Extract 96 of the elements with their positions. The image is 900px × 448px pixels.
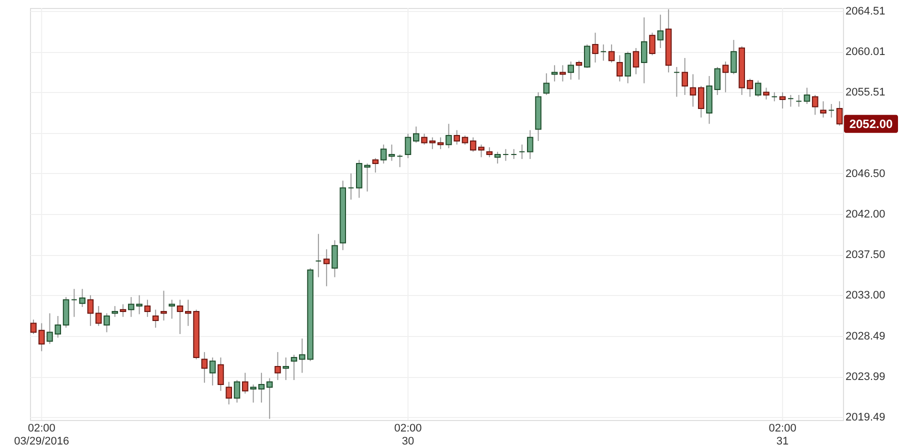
y-tick-label: 2042.00 [846, 208, 886, 221]
candlestick [38, 322, 45, 352]
candlestick [429, 136, 436, 150]
candlestick [804, 87, 810, 104]
candlestick [754, 80, 762, 98]
candlestick [421, 133, 428, 146]
candlestick [518, 144, 526, 160]
candlestick [510, 148, 517, 160]
candlestick [674, 66, 680, 98]
candlestick [788, 94, 794, 108]
candlestick [608, 44, 615, 63]
candlestick [543, 72, 550, 96]
candlestick [600, 44, 607, 62]
candlestick [820, 100, 826, 118]
candlestick [682, 57, 688, 96]
candlestick [836, 100, 843, 126]
candlestick [266, 378, 273, 420]
candlestick [486, 146, 493, 158]
candlestick [332, 240, 338, 278]
candlestick [396, 154, 404, 168]
candlestick [779, 92, 786, 109]
candlestick [258, 372, 265, 404]
y-tick-label: 2046.50 [846, 168, 886, 180]
candlestick [462, 135, 468, 146]
candlestick [632, 48, 640, 75]
candlestick [112, 306, 118, 318]
candlestick [242, 372, 248, 394]
candlestick [698, 85, 704, 118]
candlestick [388, 144, 395, 162]
candlestick [551, 64, 558, 82]
text: 2052.00 [849, 116, 894, 131]
candlestick [722, 61, 729, 93]
x-tick-label: 02:00 31 [768, 422, 796, 448]
candlestick [30, 319, 37, 335]
candlestick [526, 130, 534, 160]
candlestick [372, 158, 379, 174]
candlestick [624, 51, 631, 84]
candlestick [560, 64, 566, 82]
candlestick [616, 54, 623, 82]
x-tick-label: 02:00 30 [394, 422, 422, 448]
candlestick [380, 144, 387, 164]
candlestick [714, 66, 721, 96]
candlestick [828, 103, 835, 118]
candlestick [348, 172, 354, 200]
candlestick [446, 123, 452, 149]
y-tick-label: 2023.99 [846, 371, 886, 384]
y-tick-label: 2064.51 [846, 5, 886, 18]
candlestick [323, 248, 330, 287]
y-tick-label: 2019.49 [846, 412, 886, 424]
y-tick-label: 2055.51 [846, 86, 886, 99]
candlestick [437, 136, 444, 150]
candlestick [176, 299, 184, 335]
candlestick [771, 92, 778, 102]
candlestick [168, 299, 176, 320]
candlestick [218, 356, 224, 392]
y-tick-label: 2060.01 [846, 46, 886, 58]
candlestick [649, 32, 656, 56]
candlestick [120, 304, 126, 318]
candlestick [144, 299, 151, 318]
candlestick [226, 381, 232, 405]
y-tick-label: 2028.49 [846, 330, 886, 342]
candlestick [104, 312, 110, 333]
candlestick [250, 384, 256, 404]
candlestick [812, 94, 818, 116]
candlestick [87, 294, 94, 326]
candlestick [282, 356, 290, 381]
candlestick [404, 133, 412, 159]
candlestick [201, 352, 208, 384]
candlestick [576, 60, 582, 80]
candlestick [763, 87, 770, 100]
candlestick [274, 352, 281, 381]
candlestick [796, 94, 802, 108]
candlestick [79, 288, 86, 308]
candlestick [584, 44, 590, 68]
candlestick [160, 290, 167, 321]
candlestick [730, 39, 737, 75]
candlestick [592, 32, 598, 63]
candlestick [657, 14, 664, 49]
candlestick [640, 16, 648, 84]
candlestick [746, 78, 754, 98]
y-tick-label: 2033.00 [846, 290, 886, 302]
candlestick [568, 61, 574, 80]
candlestick [315, 233, 322, 278]
y-tick-label: 2037.50 [846, 249, 886, 262]
candlestick [690, 74, 696, 108]
candlestick [71, 288, 78, 318]
x-tick-label: 02:00 03/29/2016 [14, 422, 70, 448]
candlestick [234, 380, 240, 404]
candlestick [152, 309, 159, 328]
candlestick [209, 356, 216, 386]
candlestick [413, 126, 420, 144]
candlestick [454, 130, 460, 146]
candlestick [494, 151, 501, 164]
candlestick [290, 354, 298, 381]
candlestick [502, 148, 509, 162]
candlestick [95, 306, 102, 326]
